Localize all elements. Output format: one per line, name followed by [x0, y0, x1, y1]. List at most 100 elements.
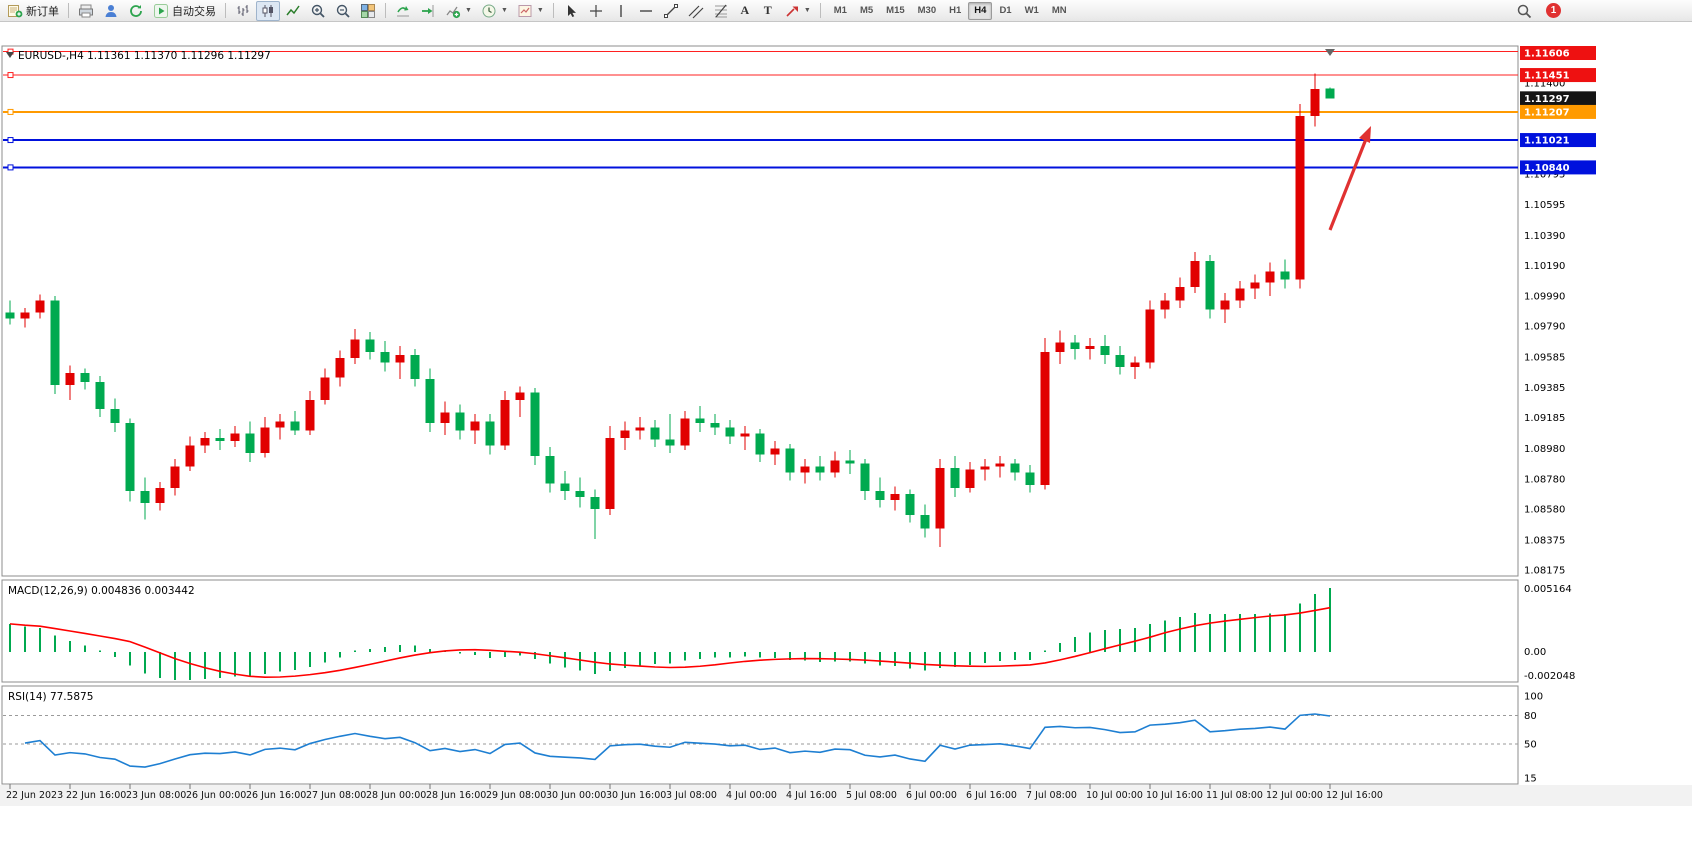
candle-36	[545, 447, 555, 493]
candle-9	[140, 477, 150, 520]
refresh-button[interactable]	[124, 1, 148, 21]
zoom-in-button[interactable]	[306, 1, 330, 21]
profile-button[interactable]	[99, 1, 123, 21]
time-label: 6 Jul 16:00	[966, 790, 1017, 801]
timeframe-MN[interactable]: MN	[1046, 2, 1073, 20]
candle-31	[470, 413, 480, 445]
line-chart-button[interactable]	[281, 1, 305, 21]
time-label: 10 Jul 00:00	[1086, 790, 1143, 801]
candle-8	[125, 418, 135, 502]
candle-65	[980, 459, 990, 481]
timeframe-W1[interactable]: W1	[1019, 2, 1045, 20]
timeframe-group: M1 M5 M15 M30 H1 H4 D1 W1 MN	[828, 1, 1073, 20]
candle-52	[785, 444, 795, 481]
candle-11	[170, 459, 180, 496]
time-label: 26 Jun 16:00	[246, 790, 306, 801]
candle-78	[1175, 277, 1185, 308]
timeframe-M15[interactable]: M15	[880, 2, 910, 20]
time-label: 12 Jul 00:00	[1266, 790, 1323, 801]
periods-button[interactable]: ▼	[477, 1, 512, 21]
price-tag-text: 1.11297	[1524, 94, 1570, 105]
macd-histogram	[9, 588, 1331, 681]
timeframe-D1[interactable]: D1	[993, 2, 1017, 20]
time-label: 6 Jul 00:00	[906, 790, 957, 801]
zoom-out-button[interactable]	[331, 1, 355, 21]
price-tick: 1.09790	[1524, 322, 1565, 333]
price-tag-text: 1.10840	[1524, 163, 1570, 174]
hline-handle[interactable]	[7, 164, 14, 171]
indicators-button[interactable]: ▼	[441, 1, 476, 21]
price-tick: 1.08980	[1524, 444, 1565, 455]
auto-trading-button[interactable]: 自动交易	[149, 1, 220, 21]
trendline-tool-button[interactable]	[659, 1, 683, 21]
candle-34	[515, 386, 525, 417]
timeframe-M5[interactable]: M5	[854, 2, 879, 20]
search-button[interactable]	[1512, 1, 1536, 21]
dropdown-caret: ▼	[500, 7, 508, 14]
candle-41	[620, 421, 630, 451]
notification-badge[interactable]: 1	[1546, 3, 1561, 18]
print-button[interactable]	[74, 1, 98, 21]
candle-16	[245, 421, 255, 463]
fibonacci-icon	[713, 3, 729, 19]
rsi-panel	[1, 685, 1519, 785]
hline-handle[interactable]	[7, 137, 14, 144]
candle-77	[1160, 292, 1170, 319]
candle-46	[695, 406, 705, 432]
candle-25	[380, 341, 390, 372]
candle-81	[1220, 292, 1230, 324]
candle-69	[1040, 338, 1050, 490]
candle-3	[50, 295, 60, 395]
candle-62	[935, 459, 945, 547]
channel-tool-button[interactable]	[684, 1, 708, 21]
text-tool-button[interactable]: A	[734, 1, 756, 21]
timeframe-M1[interactable]: M1	[828, 2, 853, 20]
hline-handle[interactable]	[7, 72, 14, 79]
tile-windows-button[interactable]	[356, 1, 380, 21]
bar-chart-button[interactable]	[231, 1, 255, 21]
indicators-icon	[445, 3, 461, 19]
new-order-button[interactable]: 新订单	[3, 1, 63, 21]
candle-22	[335, 350, 345, 387]
text-tool-icon: A	[740, 3, 750, 17]
toolbar-separator	[552, 3, 554, 18]
candle-21	[320, 368, 330, 405]
fibonacci-tool-button[interactable]	[709, 1, 733, 21]
templates-button[interactable]: ▼	[513, 1, 548, 21]
candle-19	[290, 410, 300, 435]
main-panel	[1, 45, 1519, 577]
new-order-label: 新订单	[26, 5, 59, 18]
toolbar-right: 1	[1512, 1, 1561, 21]
timeframe-H4[interactable]: H4	[968, 1, 993, 20]
candle-76	[1145, 300, 1155, 369]
price-chart[interactable]: 1.11400 1.10795 1.10595 1.10390 1.10190 1.099…	[0, 22, 1692, 847]
macd-signal-line	[9, 606, 1331, 678]
vertical-line-tool-button[interactable]	[609, 1, 633, 21]
timeframe-H1[interactable]: H1	[943, 2, 967, 20]
price-tick: 1.09585	[1524, 353, 1565, 364]
shift-marker[interactable]	[1325, 49, 1335, 56]
cursor-tool-button[interactable]	[559, 1, 583, 21]
candle-24	[365, 332, 375, 360]
candle-66	[995, 456, 1005, 478]
collapse-icon[interactable]	[6, 52, 14, 58]
crosshair-tool-button[interactable]	[584, 1, 608, 21]
time-label: 30 Jun 00:00	[546, 790, 606, 801]
arrow-objects-button[interactable]: ▼	[780, 1, 815, 21]
candle-23	[350, 329, 360, 364]
candle-chart-button[interactable]	[256, 0, 280, 21]
timeframe-M30[interactable]: M30	[912, 2, 942, 20]
price-tick: 1.08580	[1524, 505, 1565, 516]
price-tag-text: 1.11606	[1524, 49, 1570, 60]
auto-scroll-button[interactable]	[391, 1, 415, 21]
candle-56	[845, 450, 855, 475]
hline-handle[interactable]	[7, 108, 14, 115]
horizontal-line-tool-button[interactable]	[634, 1, 658, 21]
bar-chart-icon	[235, 3, 251, 19]
chart-shift-button[interactable]	[416, 1, 440, 21]
macd-axis-label: 0.00	[1524, 647, 1546, 658]
candle-29	[440, 401, 450, 435]
trend-arrow[interactable]	[1328, 126, 1371, 231]
label-tool-button[interactable]: T	[757, 1, 779, 21]
candle-73	[1100, 335, 1110, 364]
